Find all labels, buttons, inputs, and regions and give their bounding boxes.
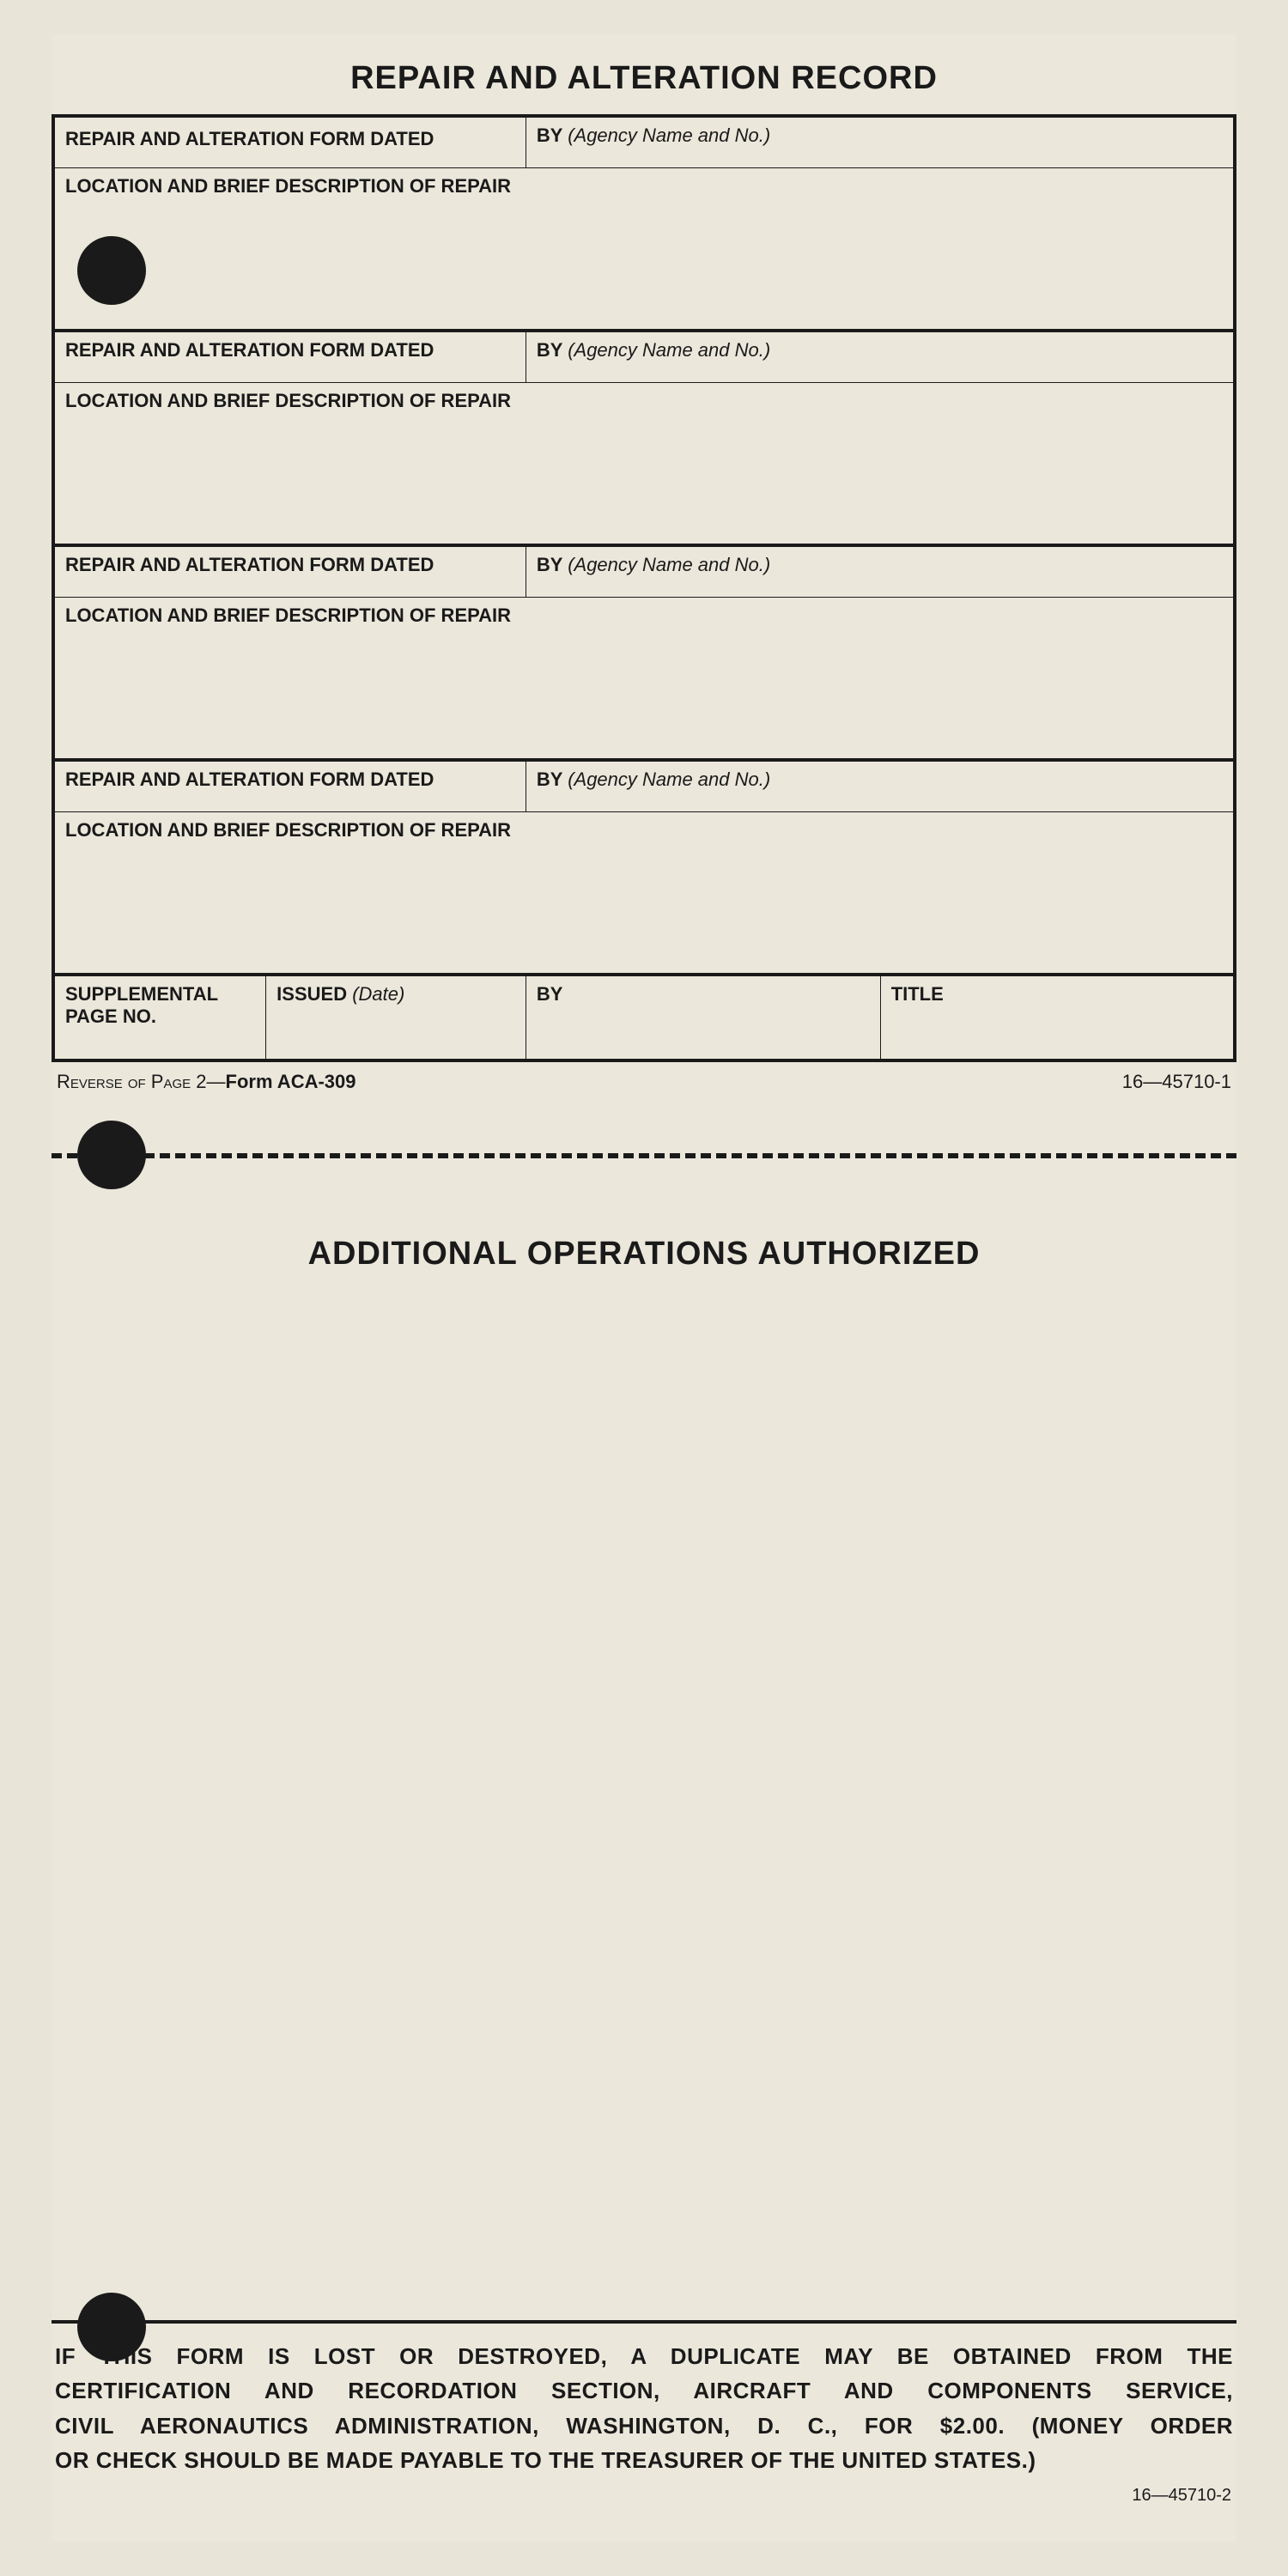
by-cell: BY (Agency Name and No.) [526,116,1235,167]
form-dated-label: REPAIR AND ALTERATION FORM DATED [65,128,434,149]
bottom-notice-line: IF THIS FORM IS LOST OR DESTROYED, A DUP… [52,2339,1236,2373]
footer-left: Reverse of Page 2—Form ACA-309 [57,1071,356,1093]
repair-desc-row: LOCATION AND BRIEF DESCRIPTION OF REPAIR [53,811,1235,975]
by-label: BY [537,983,563,1005]
location-desc-label: LOCATION AND BRIEF DESCRIPTION OF REPAIR [65,390,511,411]
repair-block-header: REPAIR AND ALTERATION FORM DATED BY (Age… [53,760,1235,811]
by-supp-cell: BY [526,975,880,1060]
repair-desc-row: LOCATION AND BRIEF DESCRIPTION OF REPAIR [53,597,1235,760]
repair-record-table: REPAIR AND ALTERATION FORM DATED BY (Age… [52,114,1236,1062]
by-label: BY [537,769,562,790]
location-desc-cell: LOCATION AND BRIEF DESCRIPTION OF REPAIR [53,597,1235,760]
footer-right-2: 16—45710-2 [52,2477,1236,2506]
bottom-notice-line: OR CHECK SHOULD BE MADE PAYABLE TO THE T… [52,2443,1236,2477]
page-title-mid: ADDITIONAL OPERATIONS AUTHORIZED [52,1227,1236,1307]
location-desc-cell: LOCATION AND BRIEF DESCRIPTION OF REPAIR [53,382,1235,545]
location-desc-label: LOCATION AND BRIEF DESCRIPTION OF REPAIR [65,819,511,841]
by-note: (Agency Name and No.) [568,554,770,575]
bottom-notice-line: CIVIL AERONAUTICS ADMINISTRATION, WASHIN… [52,2409,1236,2443]
location-desc-label: LOCATION AND BRIEF DESCRIPTION OF REPAIR [65,175,511,197]
by-note: (Agency Name and No.) [568,125,770,146]
form-dated-cell: REPAIR AND ALTERATION FORM DATED [53,545,526,597]
operations-blank-area [52,1307,1236,2320]
location-desc-cell: LOCATION AND BRIEF DESCRIPTION OF REPAIR [53,167,1235,331]
footer-right: 16—45710-1 [1122,1071,1231,1093]
punch-hole [77,236,146,305]
by-note: (Agency Name and No.) [568,339,770,361]
tear-line [52,1153,1236,1158]
issued-label: ISSUED [276,983,347,1005]
location-desc-label: LOCATION AND BRIEF DESCRIPTION OF REPAIR [65,605,511,626]
location-desc-cell: LOCATION AND BRIEF DESCRIPTION OF REPAIR [53,811,1235,975]
form-dated-cell: REPAIR AND ALTERATION FORM DATED [53,760,526,811]
repair-block-header: REPAIR AND ALTERATION FORM DATED BY (Age… [53,545,1235,597]
by-cell: BY (Agency Name and No.) [526,545,1235,597]
bottom-notice-line: CERTIFICATION AND RECORDATION SECTION, A… [52,2373,1236,2408]
repair-desc-row: LOCATION AND BRIEF DESCRIPTION OF REPAIR [53,382,1235,545]
title-supp-cell: TITLE [880,975,1235,1060]
by-label: BY [537,339,562,361]
form-dated-label: REPAIR AND ALTERATION FORM DATED [65,769,434,790]
by-label: BY [537,554,562,575]
by-cell: BY (Agency Name and No.) [526,331,1235,382]
by-note: (Agency Name and No.) [568,769,770,790]
form-dated-cell: REPAIR AND ALTERATION FORM DATED [53,331,526,382]
supp-page-label: SUPPLEMENTAL PAGE NO. [65,983,218,1027]
by-cell: BY (Agency Name and No.) [526,760,1235,811]
repair-block-header: REPAIR AND ALTERATION FORM DATED BY (Age… [53,116,1235,167]
form-dated-label: REPAIR AND ALTERATION FORM DATED [65,339,434,361]
page-title-top: REPAIR AND ALTERATION RECORD [52,34,1236,114]
bottom-rule [52,2320,1236,2324]
form-footer-1: Reverse of Page 2—Form ACA-309 16—45710-… [52,1062,1236,1102]
form-dated-cell: REPAIR AND ALTERATION FORM DATED [53,116,526,167]
by-label: BY [537,125,562,146]
punch-hole [77,1121,146,1189]
supplemental-row: SUPPLEMENTAL PAGE NO. ISSUED (Date) BY T… [53,975,1235,1060]
form-page: REPAIR AND ALTERATION RECORD REPAIR AND … [52,34,1236,2542]
form-dated-label: REPAIR AND ALTERATION FORM DATED [65,554,434,575]
supp-page-cell: SUPPLEMENTAL PAGE NO. [53,975,266,1060]
issued-note: (Date) [352,983,404,1005]
repair-desc-row: LOCATION AND BRIEF DESCRIPTION OF REPAIR [53,167,1235,331]
issued-cell: ISSUED (Date) [266,975,526,1060]
repair-block-header: REPAIR AND ALTERATION FORM DATED BY (Age… [53,331,1235,382]
title-label: TITLE [891,983,944,1005]
